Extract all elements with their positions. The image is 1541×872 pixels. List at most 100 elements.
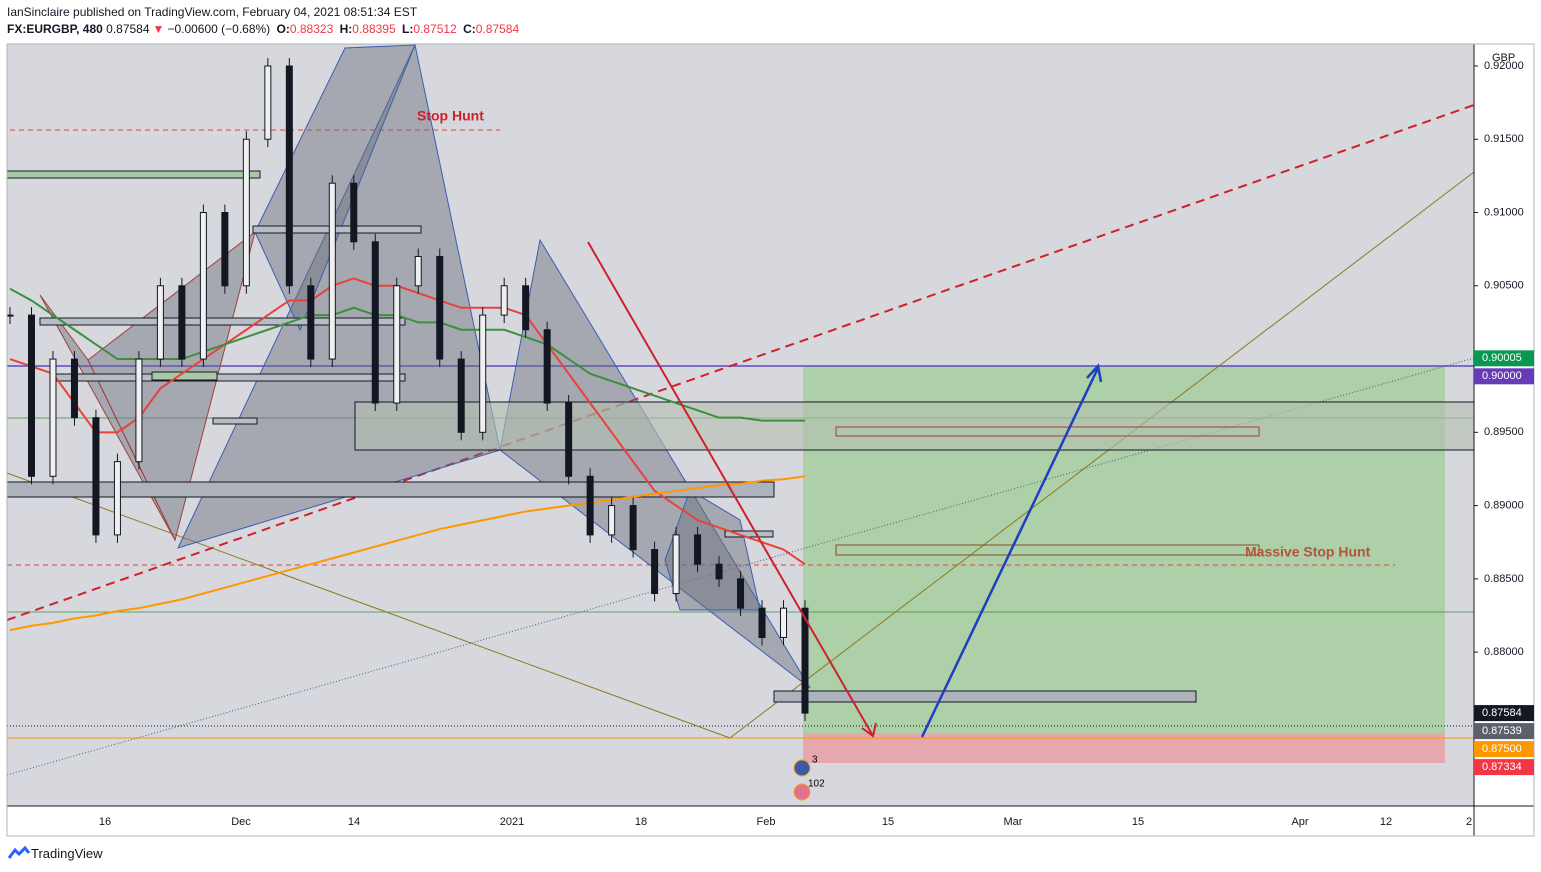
zone [835, 544, 1260, 556]
x-tick-label: Dec [231, 816, 251, 828]
candle [672, 534, 680, 595]
price-tag-label: 0.87334 [1482, 761, 1522, 773]
zone [6, 170, 261, 179]
x-tick-label: Mar [1004, 816, 1023, 828]
zone [54, 373, 406, 382]
candle [49, 358, 57, 477]
annotation: Massive Stop Hunt [1245, 544, 1371, 560]
trend-line [6, 472, 731, 739]
candle [522, 285, 530, 331]
candle [307, 285, 315, 360]
zones [6, 170, 1475, 703]
zone [835, 426, 1260, 437]
candle [242, 138, 250, 287]
trend-line [6, 357, 1475, 776]
y-tick-label: 0.90500 [1484, 280, 1524, 292]
price-tag [1474, 759, 1534, 776]
l-label: L: [402, 22, 414, 36]
ohlc-line: FX:EURGBP, 480 0.87584 ▼ −0.00600 (−0.68%)… [7, 22, 522, 36]
blue-arrow [920, 363, 1103, 738]
x-tick-label: 14 [348, 816, 360, 828]
x-tick-label: Feb [757, 816, 776, 828]
red-arrow [587, 241, 877, 738]
candle [651, 549, 659, 595]
x-tick-label: 2 [1466, 816, 1472, 828]
brand: TradingView [31, 845, 103, 861]
y-tick-label: 0.91500 [1484, 133, 1524, 145]
candle [543, 329, 551, 404]
zone [773, 690, 1197, 703]
high: 0.88395 [352, 22, 396, 36]
x-tick-label: 16 [99, 816, 111, 828]
logo [7, 845, 31, 859]
y-tick-label: 0.92000 [1484, 60, 1524, 72]
c-label: C: [463, 22, 476, 36]
zone [151, 371, 218, 381]
publish-info: IanSinclaire published on TradingView.co… [7, 5, 420, 19]
candle [350, 182, 358, 243]
candle [199, 212, 207, 360]
candle [113, 461, 121, 536]
candle [414, 255, 422, 287]
moving-average [9, 287, 805, 422]
y-tick-label: 0.89500 [1484, 426, 1524, 438]
zone [252, 225, 422, 234]
x-tick-label: 18 [635, 816, 647, 828]
moving-average [9, 277, 806, 566]
y-tick-label: 0.88000 [1484, 646, 1524, 658]
price-tag-label: 0.90000 [1482, 370, 1522, 382]
y-tick-label: 0.88500 [1484, 573, 1524, 585]
pattern [87, 230, 256, 542]
candle [285, 65, 293, 287]
candle [737, 578, 745, 609]
candles [6, 57, 809, 722]
trend-line [729, 171, 1475, 739]
candle [6, 314, 14, 317]
x-tick-label: 15 [1132, 816, 1144, 828]
price-tag-label: 0.87500 [1482, 743, 1522, 755]
trend-line [6, 104, 1475, 621]
arrow-head [1086, 363, 1103, 383]
x-tick-label: 15 [882, 816, 894, 828]
price-scale [1474, 44, 1534, 806]
footer: TradingView [7, 845, 103, 861]
x-tick-label: 2021 [500, 816, 524, 828]
x-tick-label: Apr [1291, 816, 1308, 828]
candle [27, 314, 35, 477]
event-icon [793, 783, 811, 801]
candle [92, 417, 100, 536]
event-count: 102 [808, 779, 825, 790]
candle [801, 607, 809, 714]
candle [500, 285, 508, 316]
candle [221, 212, 229, 287]
price-tag [1474, 741, 1534, 758]
zone [39, 317, 406, 326]
x-tick-label: 12 [1380, 816, 1392, 828]
y-tick-label: 0.91000 [1484, 206, 1524, 218]
candle [264, 65, 272, 140]
h-label: H: [339, 22, 353, 36]
candle [156, 285, 164, 360]
price-tag [1474, 705, 1534, 722]
candle [328, 182, 336, 360]
event-icon [793, 759, 811, 777]
candle [371, 241, 379, 404]
publish-text: IanSinclaire published on TradingView.co… [7, 5, 418, 19]
symbol: FX:EURGBP, 480 [7, 22, 103, 36]
logo-mark [7, 845, 31, 859]
chart: Stop Hunt Massive Stop Hunt 3 102 GBP 0.… [6, 43, 1535, 837]
last-price: 0.87584 [106, 22, 150, 36]
candle [758, 607, 766, 638]
candle [715, 563, 723, 580]
candle [70, 358, 78, 419]
price-tag [1474, 350, 1534, 367]
frame [6, 43, 1535, 837]
currency: GBP [1492, 52, 1515, 64]
price-tag-label: 0.87584 [1482, 707, 1522, 719]
annotation: Stop Hunt [417, 108, 484, 124]
open: 0.88323 [289, 22, 334, 36]
candle [457, 358, 465, 433]
candle [608, 505, 616, 536]
candle [694, 534, 702, 565]
